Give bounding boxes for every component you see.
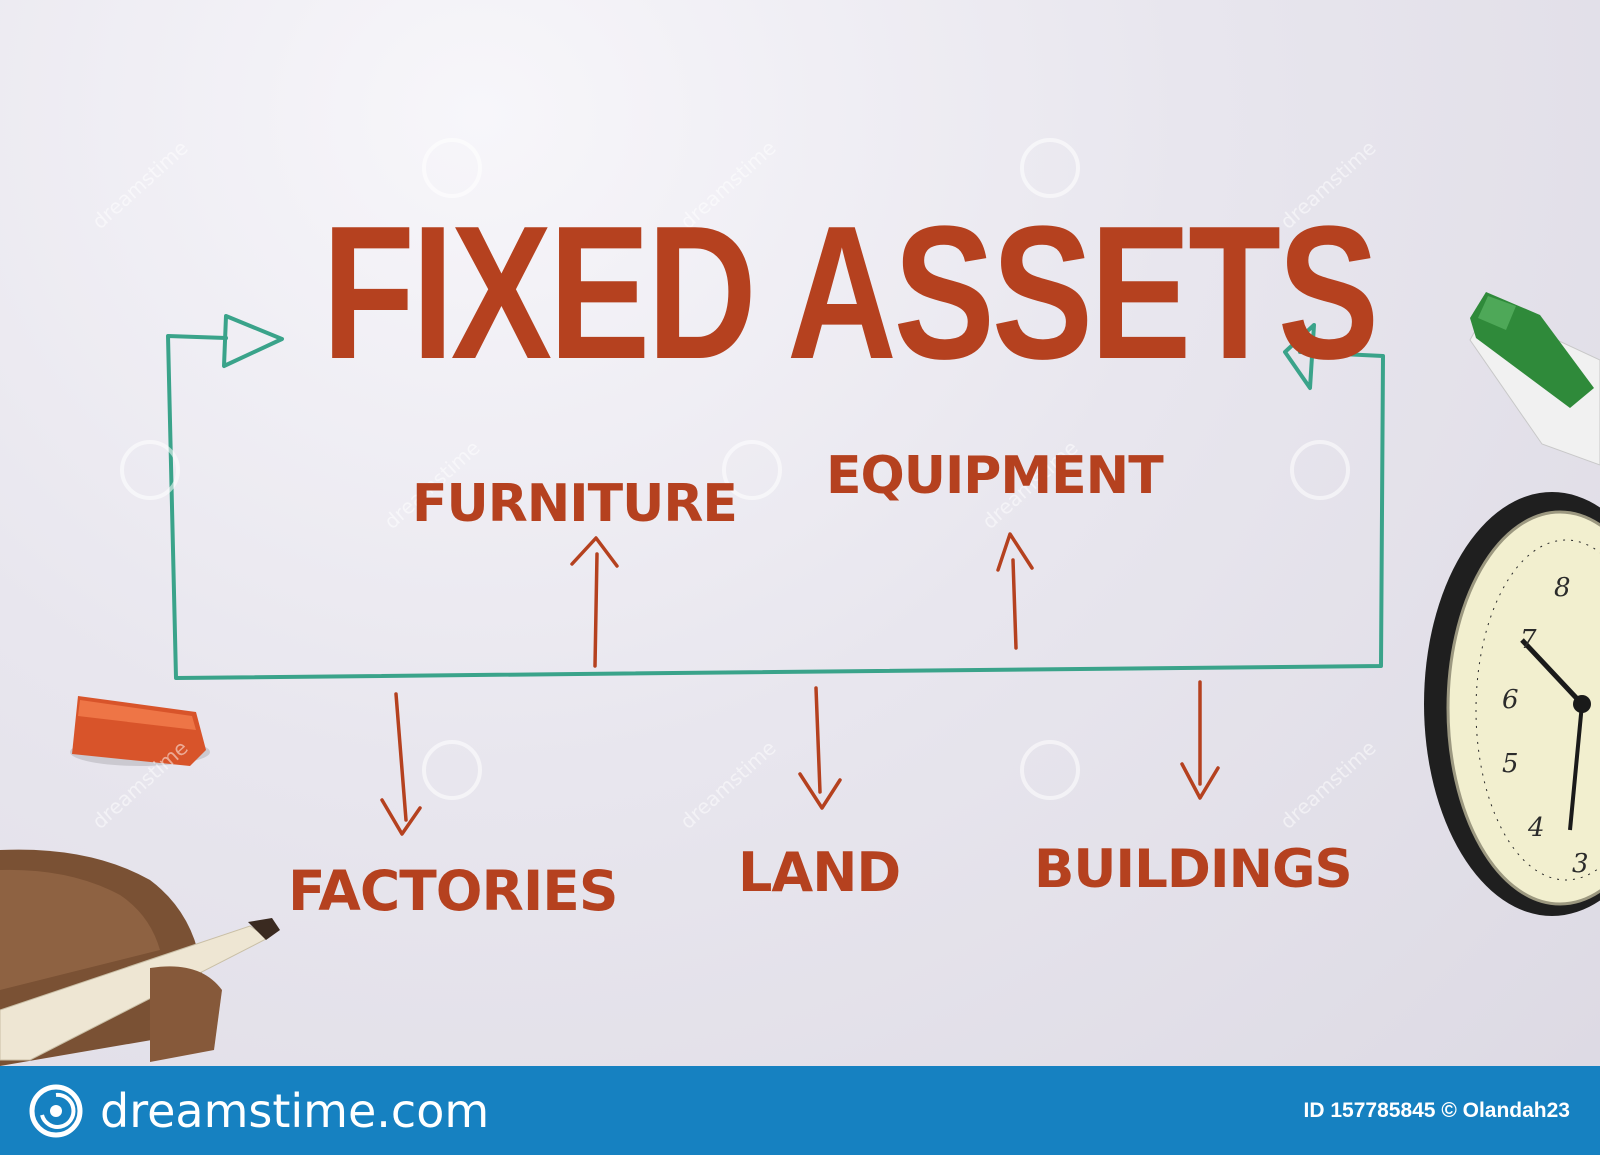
- label-land: LAND: [738, 841, 901, 904]
- left-arrowhead: [222, 314, 284, 368]
- arrow-down-factories: [380, 692, 422, 836]
- label-factories: FACTORIES: [288, 859, 618, 923]
- watermark-group: [120, 138, 1350, 800]
- arrow-down-land: [798, 686, 842, 810]
- orange-marker-cap: [70, 696, 210, 766]
- arrow-up-equipment: [996, 532, 1034, 650]
- watermark-icon: [422, 138, 482, 198]
- arrow-down-buildings: [1180, 680, 1220, 800]
- frame-line: [166, 334, 1385, 680]
- watermark-icon: [1020, 740, 1080, 800]
- clock-numeral: 3: [1572, 849, 1589, 879]
- watermark-icon: [722, 440, 782, 500]
- clock-numeral: 8: [1554, 573, 1571, 603]
- watermark-icon: [1290, 440, 1350, 500]
- watermark-icon: [422, 740, 482, 800]
- clock: 8 7 6 5 4 3: [1424, 492, 1600, 916]
- right-arrowhead: [1283, 323, 1316, 390]
- clock-numeral: 6: [1502, 685, 1519, 715]
- watermark-text: dreamstime: [675, 735, 780, 833]
- drawing-layer: 8 7 6 5 4 3 dreamstime dreamstime dreams…: [0, 135, 1600, 1066]
- footer-brand: dreamstime.com: [100, 1084, 490, 1138]
- green-marker: [1469, 292, 1600, 466]
- arrow-up-furniture: [570, 536, 619, 668]
- dreamstime-logo-icon: [29, 1084, 83, 1138]
- clock-minute-hand: [1568, 703, 1584, 831]
- footer-image-id: ID 157785845 © Olandah23: [1303, 1099, 1570, 1122]
- watermark-icon: [120, 440, 180, 500]
- clock-numeral: 5: [1502, 749, 1519, 779]
- clock-numeral: 7: [1520, 625, 1537, 655]
- clock-numeral: 4: [1527, 813, 1545, 843]
- diagram-title: FIXED ASSETS: [322, 187, 1379, 399]
- label-buildings: BUILDINGS: [1034, 839, 1353, 900]
- clock-hour-hand: [1520, 638, 1584, 706]
- hand-with-pen: [0, 849, 280, 1066]
- label-furniture: FURNITURE: [412, 474, 738, 534]
- watermark-footer-bar: dreamstime.com ID 157785845 © Olandah23: [0, 1066, 1600, 1155]
- watermark-text: dreamstime: [87, 135, 192, 233]
- watermark-text: dreamstime: [1275, 735, 1380, 833]
- watermark-icon: [1020, 138, 1080, 198]
- label-equipment: EQUIPMENT: [826, 446, 1164, 506]
